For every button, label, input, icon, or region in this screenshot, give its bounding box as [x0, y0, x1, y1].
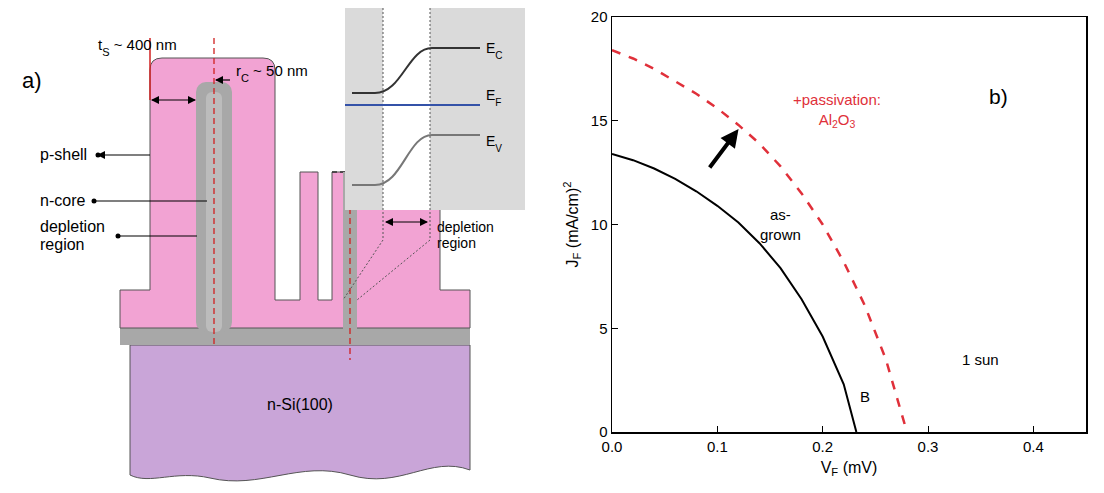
svg-text:0.2: 0.2 [812, 438, 833, 455]
svg-text:0.4: 0.4 [1023, 438, 1044, 455]
svg-text:J​F​ (mA/cm)​2​: J​F​ (mA/cm)​2​ [561, 182, 583, 268]
svg-text:10: 10 [591, 216, 608, 233]
svg-text:0.0: 0.0 [602, 438, 623, 455]
svg-text:EV: EV [486, 133, 502, 154]
svg-text:depletion: depletion [40, 218, 105, 235]
svg-text:5: 5 [599, 320, 607, 337]
svg-text:20: 20 [591, 8, 608, 25]
svg-text:b): b) [989, 85, 1008, 108]
svg-text:p-shell: p-shell [40, 146, 87, 163]
svg-text:V​F​ (mV): V​F​ (mV) [821, 459, 878, 478]
svg-text:0.1: 0.1 [707, 438, 728, 455]
svg-text:tS ~ 400 nm: tS ~ 400 nm [98, 36, 177, 58]
svg-text:n-Si(100): n-Si(100) [267, 396, 333, 413]
svg-text:0: 0 [599, 423, 607, 440]
svg-text:a): a) [22, 68, 42, 93]
svg-text:0.3: 0.3 [918, 438, 939, 455]
svg-text:B: B [860, 388, 870, 405]
svg-text:+passivation:Al​2​O​3​: +passivation:Al​2​O​3​ [793, 91, 881, 130]
svg-text:15: 15 [591, 112, 608, 129]
svg-text:rC ~ 50 nm: rC ~ 50 nm [236, 62, 308, 84]
svg-text:EF: EF [486, 87, 501, 108]
svg-text:region: region [40, 236, 84, 253]
svg-text:region: region [437, 235, 476, 251]
svg-text:as-grown: as-grown [760, 206, 801, 243]
svg-text:n-core: n-core [40, 192, 85, 209]
svg-text:EC: EC [486, 40, 503, 61]
svg-text:depletion: depletion [437, 219, 494, 235]
svg-text:1 sun: 1 sun [962, 351, 999, 368]
